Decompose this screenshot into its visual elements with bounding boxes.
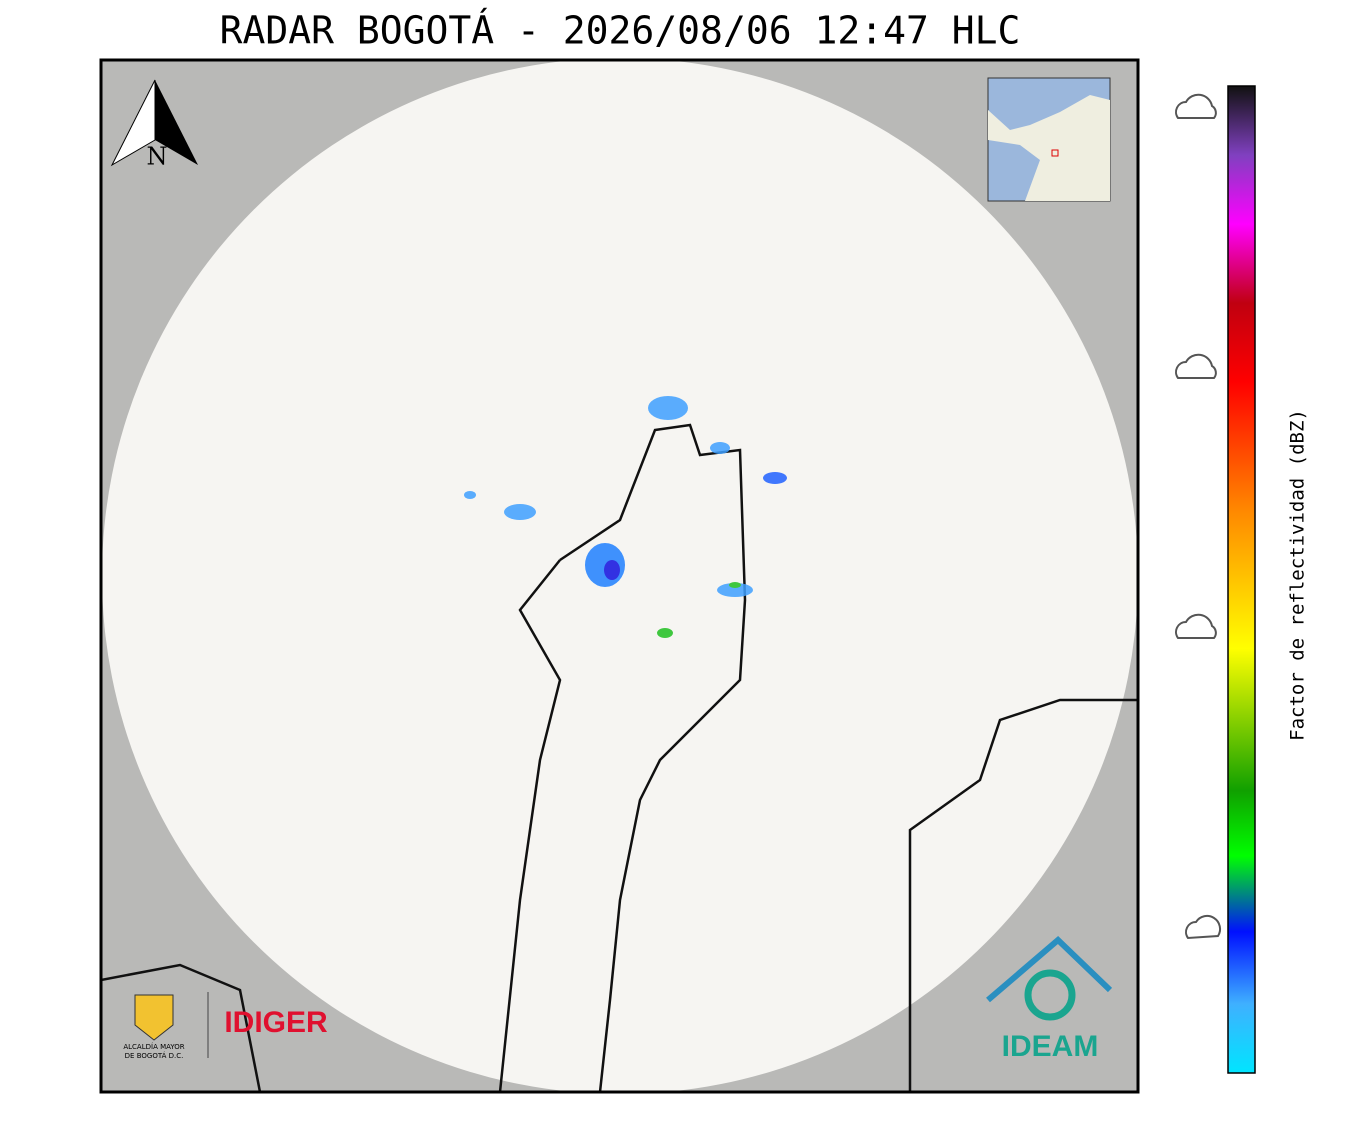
alcaldia-shield xyxy=(134,994,174,1041)
title: RADAR BOGOTÁ - 2026/08/06 12:47 HLC xyxy=(220,9,1021,53)
logo-text: ALCALDÍA MAYOR xyxy=(123,1042,184,1051)
radar-echoes xyxy=(464,396,787,638)
logo-text: DE BOGOTÁ D.C. xyxy=(125,1051,184,1060)
ideam-swirl xyxy=(1024,969,1076,1021)
inset-land xyxy=(988,95,1110,201)
north-label: N xyxy=(147,143,168,171)
map-frame xyxy=(99,58,1140,1094)
colorbar-label: Factor de reflectividad (dBZ) xyxy=(1287,409,1309,741)
inset-locator xyxy=(1051,149,1059,157)
colorbar xyxy=(1227,85,1256,1074)
logo-text: IDEAM xyxy=(1002,1030,1099,1063)
boundary xyxy=(101,963,262,1092)
north-arrow xyxy=(155,80,198,165)
logo-text: IDIGER xyxy=(224,1006,328,1039)
weather-icons xyxy=(1175,93,1221,940)
map: N ALCALDÍA MAYOR DE BOGOTÁ D.C. IDIGER I… xyxy=(101,60,1138,1092)
ideam-roof xyxy=(986,935,1113,1003)
boundary xyxy=(498,423,1138,1092)
